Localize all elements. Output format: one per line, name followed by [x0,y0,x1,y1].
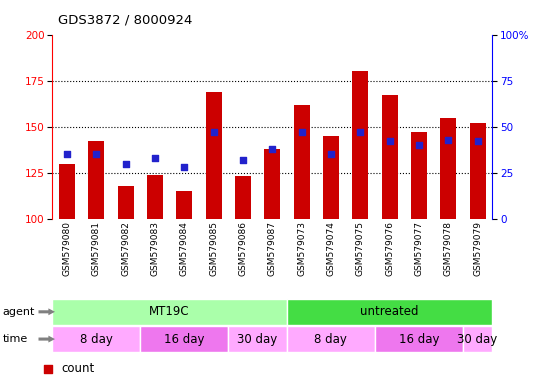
Point [444,137,453,143]
Bar [59,164,75,219]
Text: GSM579083: GSM579083 [150,221,159,276]
Bar [440,118,456,219]
Text: GSM579075: GSM579075 [356,221,365,276]
Text: GSM579085: GSM579085 [209,221,218,276]
Text: GSM579074: GSM579074 [326,221,336,276]
Text: GSM579073: GSM579073 [297,221,306,276]
Bar [228,326,287,352]
Point [209,129,218,135]
Text: 30 day: 30 day [238,333,278,346]
Point [385,138,394,144]
Bar [176,191,192,219]
Text: 16 day: 16 day [399,333,439,346]
Point [63,151,72,157]
Text: 30 day: 30 day [458,333,498,346]
Text: 16 day: 16 day [164,333,205,346]
Bar [352,71,368,219]
Bar [235,177,251,219]
Text: GDS3872 / 8000924: GDS3872 / 8000924 [58,13,192,26]
Point [297,129,306,135]
Bar [52,326,140,352]
Text: GSM579076: GSM579076 [385,221,394,276]
Point [239,157,248,163]
Bar [294,104,310,219]
Bar [118,186,134,219]
Point [415,142,424,148]
Text: MT19C: MT19C [149,305,190,318]
Point [473,138,482,144]
Bar [287,299,492,325]
Bar [411,132,427,219]
Text: GSM579077: GSM579077 [414,221,424,276]
Text: GSM579078: GSM579078 [444,221,453,276]
Point [356,129,365,135]
Point [151,155,160,161]
Bar [147,175,163,219]
Text: GSM579084: GSM579084 [180,221,189,276]
Bar [140,326,228,352]
Point [327,151,336,157]
Bar [52,299,287,325]
Bar [323,136,339,219]
Text: 8 day: 8 day [315,333,348,346]
Text: GSM579082: GSM579082 [121,221,130,276]
Point [43,366,52,372]
Bar [206,92,222,219]
Text: 8 day: 8 day [80,333,113,346]
Text: GSM579086: GSM579086 [238,221,248,276]
Bar [264,149,280,219]
Text: agent: agent [3,307,35,317]
Bar [463,326,492,352]
Point [121,161,130,167]
Text: GSM579079: GSM579079 [473,221,482,276]
Text: GSM579081: GSM579081 [92,221,101,276]
Point [92,151,101,157]
Text: time: time [3,334,28,344]
Bar [88,141,104,219]
Bar [287,326,375,352]
Text: count: count [62,362,95,376]
Bar [375,326,463,352]
Point [268,146,277,152]
Text: GSM579080: GSM579080 [62,221,72,276]
Bar [470,123,486,219]
Bar [382,95,398,219]
Text: untreated: untreated [360,305,419,318]
Text: GSM579087: GSM579087 [268,221,277,276]
Point [180,164,189,170]
